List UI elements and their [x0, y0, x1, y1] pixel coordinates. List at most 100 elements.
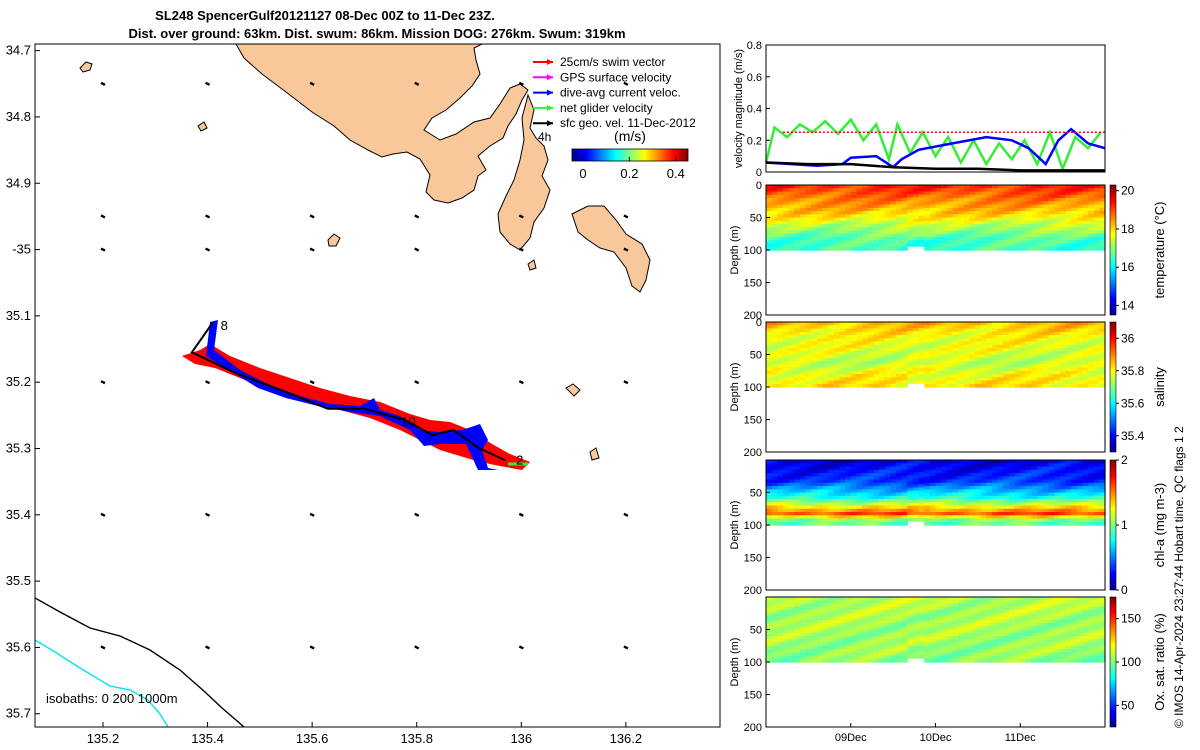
- heatmap-cell: [811, 377, 818, 382]
- heatmap-cell: [879, 645, 886, 650]
- heatmap-cell: [918, 236, 925, 241]
- heatmap-cell: [992, 518, 999, 523]
- heatmap-cell: [1076, 354, 1084, 359]
- heatmap-cell: [901, 619, 908, 624]
- heatmap-cell: [799, 354, 807, 359]
- heatmap-cell: [794, 194, 801, 199]
- heatmap-cell: [879, 354, 886, 359]
- heatmap-cell: [1025, 603, 1033, 608]
- heatmap-cell: [986, 508, 993, 513]
- heatmap-cell: [924, 652, 931, 657]
- heatmap-cell: [929, 194, 937, 199]
- heatmap-cell: [935, 204, 942, 209]
- heatmap-cell: [1099, 243, 1106, 248]
- heatmap-cell: [980, 377, 987, 382]
- heatmap-cell: [811, 642, 818, 647]
- heatmap-cell: [1099, 185, 1106, 189]
- heatmap-cell: [1009, 495, 1016, 500]
- heatmap-cell: [1042, 652, 1050, 657]
- heatmap-cell: [935, 194, 942, 199]
- heatmap-cell: [1065, 505, 1072, 510]
- heatmap-cell: [896, 377, 903, 382]
- geo-velocity-dot: [205, 380, 211, 385]
- heatmap-cell: [1003, 361, 1010, 365]
- heatmap-cell: [777, 655, 784, 660]
- heatmap-cell: [935, 354, 942, 359]
- heatmap-cell: [901, 486, 908, 490]
- heatmap-cell: [816, 518, 824, 523]
- heatmap-cell: [958, 600, 965, 605]
- heatmap-cell: [1042, 623, 1050, 627]
- heatmap-cell: [811, 518, 818, 523]
- heatmap-cell: [1065, 204, 1072, 209]
- heatmap-cell: [896, 518, 903, 523]
- heatmap-cell: [1054, 338, 1061, 343]
- heatmap-cell: [890, 191, 897, 196]
- heatmap-cell: [980, 188, 987, 193]
- heatmap-cell: [828, 201, 835, 206]
- heatmap-cell: [1054, 348, 1061, 352]
- heatmap-cell: [856, 492, 863, 497]
- heatmap-cell: [1076, 642, 1084, 647]
- heatmap-cell: [771, 194, 778, 199]
- heatmap-cell: [845, 613, 852, 618]
- heatmap-cell: [766, 214, 773, 219]
- heatmap-cell: [975, 603, 982, 608]
- heatmap-cell: [879, 243, 886, 248]
- heatmap-cell: [963, 230, 971, 235]
- heatmap-cell: [992, 469, 999, 474]
- heatmap-cell: [884, 629, 891, 634]
- heatmap-cell: [862, 224, 869, 228]
- heatmap-cell: [816, 466, 824, 471]
- heatmap-cell: [822, 597, 829, 601]
- heatmap-cell: [833, 632, 841, 637]
- heatmap-cell: [1042, 658, 1050, 663]
- heatmap-cell: [1003, 645, 1010, 650]
- heatmap-cell: [890, 227, 897, 232]
- heatmap-cell: [788, 486, 795, 490]
- heatmap-cell: [1042, 338, 1050, 343]
- heatmap-cell: [1093, 460, 1100, 464]
- heatmap-cell: [969, 652, 976, 657]
- heatmap-cell: [1048, 610, 1055, 614]
- heatmap-cell: [811, 492, 818, 497]
- heatmap-cell: [1076, 619, 1084, 624]
- heatmap-cell: [1009, 597, 1016, 601]
- heatmap-cell: [941, 240, 948, 245]
- heatmap-cell: [1088, 603, 1095, 608]
- heatmap-cell: [1059, 217, 1067, 222]
- heatmap-cell: [980, 610, 987, 614]
- heatmap-cell: [1042, 194, 1050, 199]
- heatmap-cell: [901, 521, 908, 526]
- heatmap-cell: [1009, 606, 1016, 611]
- heatmap-cell: [828, 645, 835, 650]
- heatmap-cell: [980, 499, 987, 503]
- heatmap-cell: [766, 499, 773, 503]
- heatmap-cell: [811, 460, 818, 464]
- heatmap-cell: [879, 603, 886, 608]
- heatmap-cell: [980, 204, 987, 209]
- map-ytick-label: 35.5: [6, 573, 31, 588]
- heatmap-cell: [969, 463, 976, 468]
- heatmap-cell: [929, 655, 937, 660]
- heatmap-cell: [828, 344, 835, 349]
- heatmap-cell: [805, 233, 812, 238]
- heatmap-cell: [912, 618, 920, 623]
- heatmap-cell: [1065, 351, 1072, 356]
- heatmap-cell: [986, 642, 993, 647]
- heatmap-cell: [799, 499, 807, 503]
- heatmap-cell: [833, 374, 841, 378]
- heatmap-cell: [907, 600, 914, 604]
- heatmap-cell: [969, 499, 976, 503]
- heatmap-cell: [777, 377, 784, 382]
- heatmap-cell: [777, 512, 784, 516]
- heatmap-cell: [1088, 629, 1095, 634]
- heatmap-cell: [896, 204, 903, 209]
- colorbar-tick-label: 16: [1121, 260, 1135, 274]
- heatmap-cell: [1003, 383, 1010, 388]
- heatmap-cell: [1054, 322, 1061, 326]
- heatmap-cell: [1059, 383, 1067, 388]
- heatmap-cell: [1076, 482, 1084, 487]
- heatmap-cell: [907, 361, 914, 366]
- heatmap-cell: [896, 603, 903, 608]
